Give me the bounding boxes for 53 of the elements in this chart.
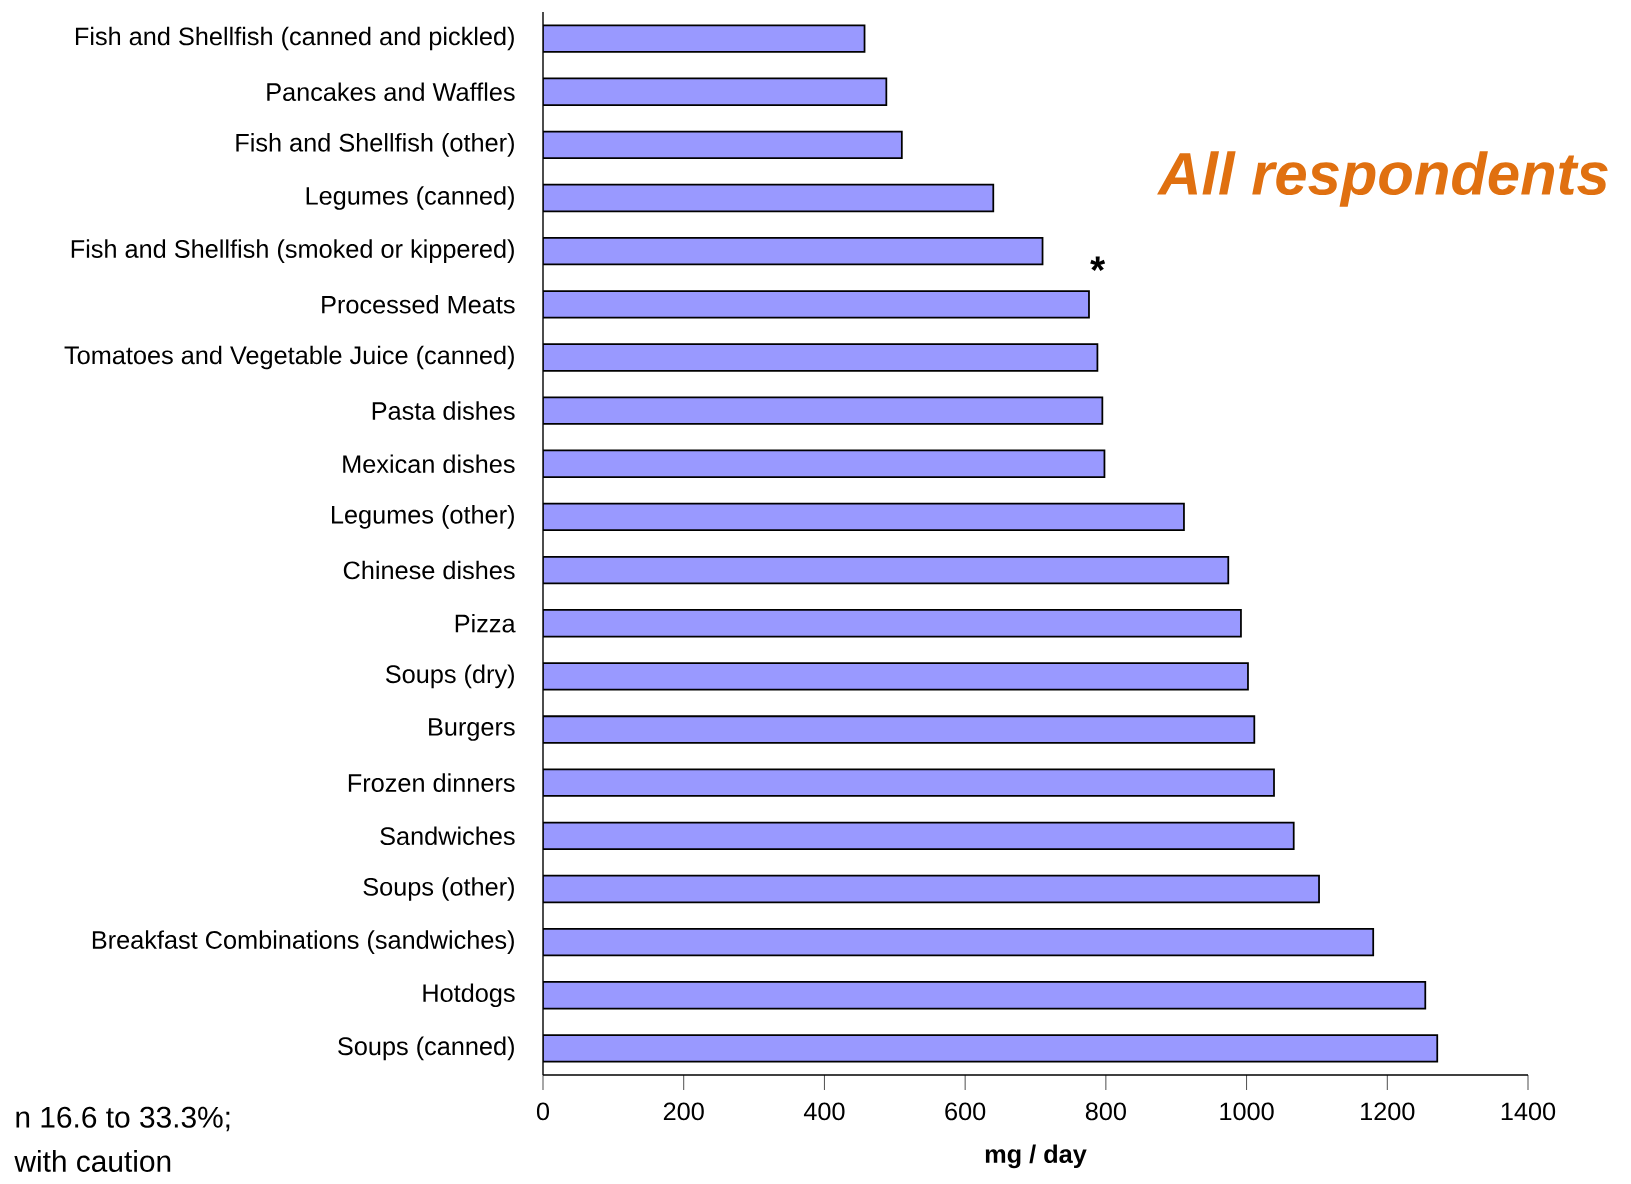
x-tick-label: 0 bbox=[536, 1102, 550, 1121]
bar bbox=[543, 502, 1185, 532]
text: with caution bbox=[14, 1150, 171, 1173]
y-tick-label: Sandwiches bbox=[380, 826, 515, 846]
bar bbox=[543, 130, 903, 160]
y-tick-label: Burgers bbox=[429, 718, 515, 741]
y-tick-label: Soups (dry) bbox=[385, 664, 514, 689]
x-tick-label: 1000 bbox=[1220, 1102, 1274, 1121]
bar bbox=[543, 981, 1427, 1010]
y-tick-label: Legumes (canned) bbox=[306, 186, 514, 210]
bar bbox=[543, 77, 888, 107]
bar bbox=[543, 556, 1230, 585]
bar bbox=[543, 1034, 1439, 1063]
annotation: * bbox=[1090, 256, 1106, 272]
bar bbox=[543, 449, 1106, 479]
x-tick-label: 1200 bbox=[1361, 1102, 1415, 1121]
y-tick-label: Pancakes and Waffles bbox=[267, 82, 515, 102]
y-tick-label: Soups (other) bbox=[363, 877, 514, 901]
bar bbox=[543, 396, 1104, 425]
y-tick-label: Pizza bbox=[455, 614, 516, 633]
y-tick-label: Mexican dishes bbox=[343, 454, 515, 474]
y-tick-label: Hotdogs bbox=[423, 983, 515, 1008]
y-tick-label: Fish and Shellfish (other) bbox=[236, 133, 514, 157]
text: n 16.6 to 33.3%; bbox=[16, 1106, 230, 1132]
bar bbox=[543, 343, 1099, 372]
bar bbox=[543, 290, 1090, 319]
x-axis-title: mg / day bbox=[985, 1144, 1087, 1169]
bar bbox=[543, 928, 1375, 957]
x-tick-label: 1400 bbox=[1501, 1102, 1556, 1121]
y-tick-label: Fish and Shellfish (smoked or kippered) bbox=[71, 239, 514, 264]
x-tick-label: 200 bbox=[663, 1102, 704, 1121]
bar bbox=[543, 821, 1295, 851]
y-tick-label: Processed Meats bbox=[322, 295, 515, 314]
x-tick-label: 600 bbox=[945, 1102, 986, 1121]
bar bbox=[543, 768, 1275, 797]
bar bbox=[543, 184, 995, 213]
y-tick-label: Fish and Shellfish (canned and pickled) bbox=[75, 26, 514, 51]
y-tick-label: Pasta dishes bbox=[372, 401, 515, 421]
y-tick-label: Chinese dishes bbox=[343, 560, 515, 580]
x-tick-label: 400 bbox=[803, 1102, 845, 1121]
bar bbox=[543, 609, 1242, 638]
bar bbox=[543, 715, 1256, 744]
bar bbox=[543, 874, 1320, 904]
y-tick-label: Frozen dinners bbox=[348, 773, 515, 793]
text: All respondents bbox=[1157, 151, 1608, 207]
bar bbox=[543, 662, 1249, 691]
bar bbox=[543, 237, 1044, 266]
y-tick-label: Soups (canned) bbox=[338, 1036, 514, 1061]
bar bbox=[543, 24, 866, 53]
y-tick-label: Tomatoes and Vegetable Juice (canned) bbox=[64, 345, 514, 370]
y-tick-label: Legumes (other) bbox=[332, 505, 514, 529]
x-tick-label: 800 bbox=[1085, 1102, 1126, 1121]
y-tick-label: Breakfast Combinations (sandwiches) bbox=[92, 930, 514, 955]
